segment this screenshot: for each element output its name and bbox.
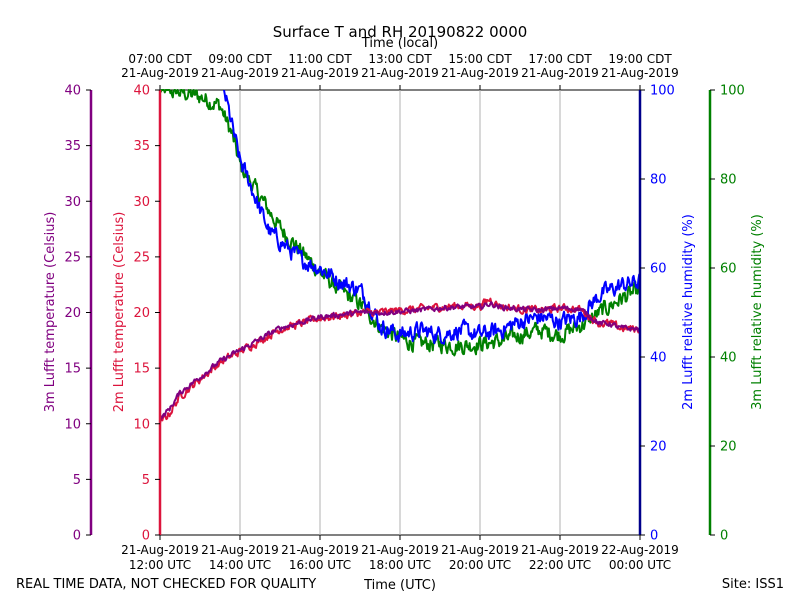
- temp3m-tick-label: 15: [64, 362, 81, 377]
- x-tick-time: 12:00 UTC: [129, 558, 191, 572]
- top-tick-date: 21-Aug-2019: [601, 66, 679, 80]
- x-tick-time: 16:00 UTC: [289, 558, 351, 572]
- rh3m-tick-label: 60: [720, 262, 737, 277]
- top-axis-label: Time (local): [361, 36, 438, 51]
- rh3m-tick-label: 80: [720, 173, 737, 188]
- top-tick-time: 19:00 CDT: [608, 52, 672, 66]
- temp2m-tick-label: 20: [133, 306, 150, 321]
- temp3m-tick-label: 30: [64, 195, 81, 210]
- temp3m-tick-label: 25: [64, 250, 81, 265]
- quality-disclaimer: REAL TIME DATA, NOT CHECKED FOR QUALITY: [16, 577, 316, 592]
- x-tick-time: 20:00 UTC: [449, 558, 511, 572]
- rh2m-tick-label: 100: [650, 84, 675, 99]
- x-tick-time: 00:00 UTC: [609, 558, 671, 572]
- rh3m-tick-label: 20: [720, 440, 737, 455]
- top-tick-date: 21-Aug-2019: [281, 66, 359, 80]
- top-tick-time: 13:00 CDT: [368, 52, 432, 66]
- x-tick-date: 21-Aug-2019: [281, 543, 359, 557]
- rh2m-tick-label: 60: [650, 262, 667, 277]
- rh3m-tick-label: 100: [720, 84, 745, 99]
- temp2m-tick-label: 0: [142, 529, 150, 544]
- rh3m-tick-label: 40: [720, 351, 737, 366]
- chart-title: Surface T and RH 20190822 0000: [273, 23, 528, 41]
- temp2m-tick-label: 5: [142, 473, 150, 488]
- top-tick-date: 21-Aug-2019: [361, 66, 439, 80]
- top-tick-time: 15:00 CDT: [448, 52, 512, 66]
- x-tick-date: 21-Aug-2019: [521, 543, 599, 557]
- x-tick-date: 21-Aug-2019: [441, 543, 519, 557]
- top-tick-time: 09:00 CDT: [208, 52, 272, 66]
- temp3m-axis-title: 3m Lufft temperature (Celsius): [43, 212, 58, 413]
- rh2m-tick-label: 20: [650, 440, 667, 455]
- series-temp3m-line: [159, 301, 641, 422]
- top-tick-date: 21-Aug-2019: [121, 66, 199, 80]
- temp3m-tick-label: 5: [73, 473, 81, 488]
- series-lines: [159, 89, 641, 424]
- top-tick-date: 21-Aug-2019: [441, 66, 519, 80]
- rh3m-axis-title: 3m Lufft relative humidity (%): [750, 214, 765, 410]
- top-tick-date: 21-Aug-2019: [521, 66, 599, 80]
- x-tick-date: 21-Aug-2019: [201, 543, 279, 557]
- temp3m-tick-label: 40: [64, 84, 81, 99]
- rh2m-tick-label: 80: [650, 173, 667, 188]
- top-tick-time: 17:00 CDT: [528, 52, 592, 66]
- temp2m-tick-label: 25: [133, 250, 150, 265]
- temp3m-tick-label: 35: [64, 139, 81, 154]
- x-tick-date: 21-Aug-2019: [361, 543, 439, 557]
- rh2m-tick-label: 0: [650, 529, 658, 544]
- top-tick-time: 11:00 CDT: [288, 52, 352, 66]
- temp3m-tick-label: 0: [73, 529, 81, 544]
- temp3m-tick-label: 20: [64, 306, 81, 321]
- rh3m-tick-label: 0: [720, 529, 728, 544]
- top-tick-date: 21-Aug-2019: [201, 66, 279, 80]
- rh2m-tick-label: 40: [650, 351, 667, 366]
- top-tick-time: 07:00 CDT: [128, 52, 192, 66]
- temp2m-tick-label: 15: [133, 362, 150, 377]
- x-tick-time: 22:00 UTC: [529, 558, 591, 572]
- series-rh2m-line: [223, 89, 641, 345]
- temp2m-tick-label: 40: [133, 84, 150, 99]
- x-tick-date: 22-Aug-2019: [601, 543, 679, 557]
- x-axis-label: Time (UTC): [363, 578, 436, 593]
- temp2m-tick-label: 10: [133, 417, 150, 432]
- temp3m-tick-label: 10: [64, 417, 81, 432]
- rh2m-axis-title: 2m Lufft relative humidity (%): [681, 214, 696, 410]
- site-label: Site: ISS1: [722, 577, 784, 592]
- x-tick-time: 14:00 UTC: [209, 558, 271, 572]
- temp2m-tick-label: 35: [133, 139, 150, 154]
- temp2m-tick-label: 30: [133, 195, 150, 210]
- temp2m-axis-title: 2m Lufft temperature (Celsius): [112, 212, 127, 413]
- x-tick-time: 18:00 UTC: [369, 558, 431, 572]
- x-tick-date: 21-Aug-2019: [121, 543, 199, 557]
